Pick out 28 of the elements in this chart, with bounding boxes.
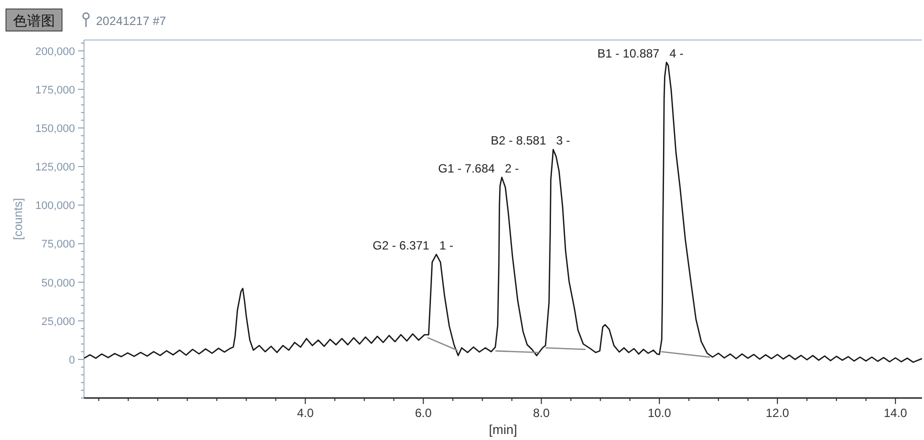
annotation: G1 - 7.684 — [438, 161, 496, 176]
x-tick-label: 8.0 — [533, 406, 550, 420]
x-tick-label: 12.0 — [766, 406, 790, 420]
y-tick-label: 150,000 — [35, 122, 75, 135]
line-series — [84, 62, 922, 363]
y-tick-label: 75,000 — [41, 238, 75, 251]
annotation: B2 - 8.581 — [490, 134, 546, 148]
annotation: 2 - — [504, 161, 519, 176]
annotation: 4 - — [669, 46, 684, 60]
x-tick-label: 14.0 — [884, 406, 908, 420]
x-tick-label: 6.0 — [414, 406, 432, 420]
chart-subtitle: 20241217 #7 — [96, 14, 166, 28]
y-axis-title: [counts] — [11, 198, 25, 240]
x-axis-title: [min] — [488, 422, 518, 437]
y-tick-label: 50,000 — [41, 277, 75, 290]
annotation: G2 - 6.371 — [372, 238, 430, 252]
y-tick-label: 200,000 — [35, 46, 75, 58]
x-tick-label: 10.0 — [648, 406, 672, 420]
y-tick-label: 0 — [68, 354, 75, 366]
y-tick-label: 25,000 — [41, 316, 75, 328]
annotation: 1 - — [439, 238, 454, 252]
y-tick-label: 100,000 — [35, 200, 75, 212]
annotation: B1 - 10.887 — [597, 46, 660, 60]
chart-title: 色谱图 — [13, 12, 55, 28]
x-tick-label: 4.0 — [296, 406, 314, 420]
annotation: 3 - — [556, 134, 570, 148]
y-tick-label: 175,000 — [35, 84, 75, 96]
y-tick-label: 125,000 — [35, 162, 75, 174]
